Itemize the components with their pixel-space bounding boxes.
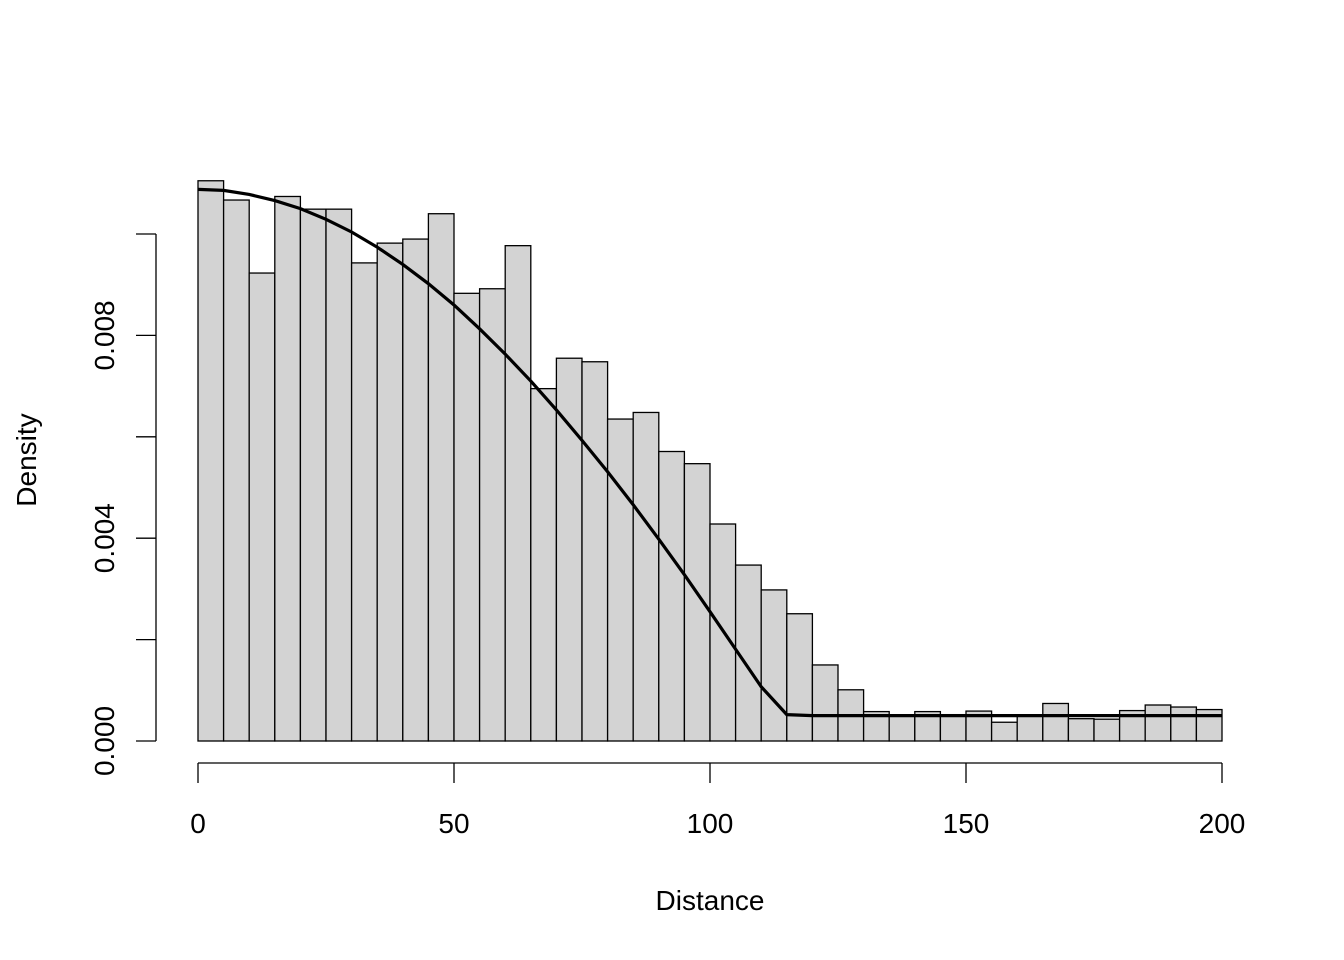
histogram-bar — [325, 208, 353, 742]
histogram-bar — [530, 387, 558, 742]
y-tick-label: 0.004 — [89, 503, 120, 573]
histogram-bar — [658, 450, 686, 742]
histogram-bar — [1067, 718, 1095, 742]
histogram-bar — [555, 357, 583, 742]
x-tick-label: 100 — [687, 808, 734, 839]
histogram-bar — [760, 589, 788, 742]
x-axis-label: Distance — [656, 885, 765, 916]
y-tick-label: 0.000 — [89, 706, 120, 776]
histogram-bar — [581, 361, 609, 742]
histogram-bar — [1170, 706, 1198, 742]
histogram-bar — [1144, 704, 1172, 742]
histogram-bar — [376, 242, 404, 742]
x-axis: 0 50 100 150 200 — [190, 762, 1246, 839]
x-tick-label: 200 — [1199, 808, 1246, 839]
histogram-bar — [222, 199, 250, 742]
y-tick-label: 0.008 — [89, 300, 120, 370]
histogram-bar — [274, 195, 302, 742]
x-tick-label: 50 — [438, 808, 469, 839]
histogram-bar — [1016, 714, 1044, 742]
y-axis-label: Density — [11, 413, 42, 506]
histogram-bar — [248, 272, 276, 742]
histogram-bar — [990, 721, 1018, 742]
histogram-bar — [478, 288, 506, 742]
histogram-bar — [1093, 718, 1121, 742]
histogram-bars — [197, 180, 1223, 742]
histogram-bar — [197, 180, 225, 742]
histogram-bar — [350, 262, 378, 742]
histogram-bar — [786, 613, 814, 742]
y-axis: 0.000 0.004 0.008 — [89, 233, 157, 776]
density-curve — [197, 187, 1222, 718]
histogram-bar — [402, 238, 430, 742]
histogram-bar — [939, 713, 967, 742]
histogram-bar — [632, 411, 660, 742]
histogram-bar — [1042, 702, 1070, 742]
histogram-bar — [811, 664, 839, 742]
x-tick-label: 150 — [943, 808, 990, 839]
histogram-bar — [504, 245, 532, 742]
histogram-bar — [299, 208, 327, 742]
histogram-bar — [453, 292, 481, 742]
histogram-bar — [606, 418, 634, 742]
histogram-bar — [888, 715, 916, 742]
histogram-bar — [683, 463, 711, 742]
x-tick-label: 0 — [190, 808, 206, 839]
